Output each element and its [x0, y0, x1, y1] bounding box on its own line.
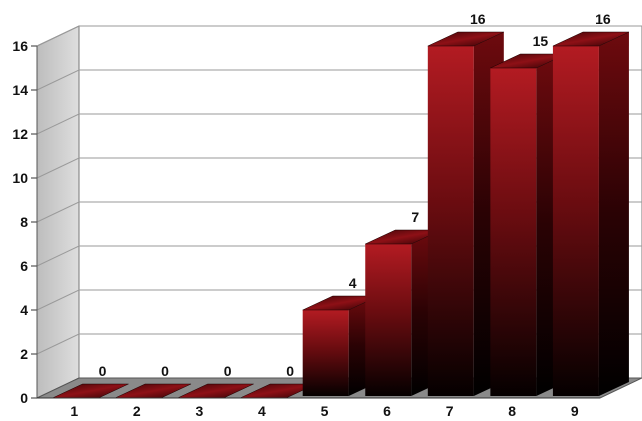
x-tick-label: 5	[321, 403, 329, 419]
bar-front-5	[302, 310, 349, 396]
x-tick-label: 6	[383, 403, 391, 419]
data-label: 4	[349, 275, 357, 291]
data-label: 0	[161, 363, 169, 379]
bar-top-9	[552, 31, 630, 47]
x-tick-label: 7	[446, 403, 454, 419]
data-label: 15	[533, 33, 549, 49]
x-tick-label: 4	[258, 403, 266, 419]
y-tick-label: 6	[20, 258, 28, 274]
data-label: 16	[470, 11, 486, 27]
y-tick-label: 16	[12, 38, 28, 54]
y-tick-label: 0	[20, 390, 28, 406]
x-tick-label: 3	[195, 403, 203, 419]
bar-front-8	[490, 68, 537, 396]
bar-front-6	[365, 244, 412, 396]
data-label: 0	[224, 363, 232, 379]
x-tick-label: 9	[571, 403, 579, 419]
bar-side-9	[598, 32, 629, 396]
x-tick-label: 8	[508, 403, 516, 419]
y-tick-label: 12	[12, 126, 28, 142]
bar-top-7	[427, 31, 504, 47]
x-tick-label: 2	[133, 403, 141, 419]
gridline	[36, 25, 642, 47]
data-label: 7	[411, 209, 419, 225]
data-label: 0	[99, 363, 107, 379]
bar-front-7	[427, 46, 474, 396]
data-label: 16	[595, 11, 611, 27]
bar-front-9	[552, 46, 599, 396]
y-tick-label: 4	[20, 302, 28, 318]
y-tick-label: 10	[12, 170, 28, 186]
y-tick-label: 8	[20, 214, 28, 230]
y-tick-label: 2	[20, 346, 28, 362]
x-tick-label: 1	[70, 403, 78, 419]
data-label: 0	[286, 363, 294, 379]
y-tick-label: 14	[12, 82, 28, 98]
